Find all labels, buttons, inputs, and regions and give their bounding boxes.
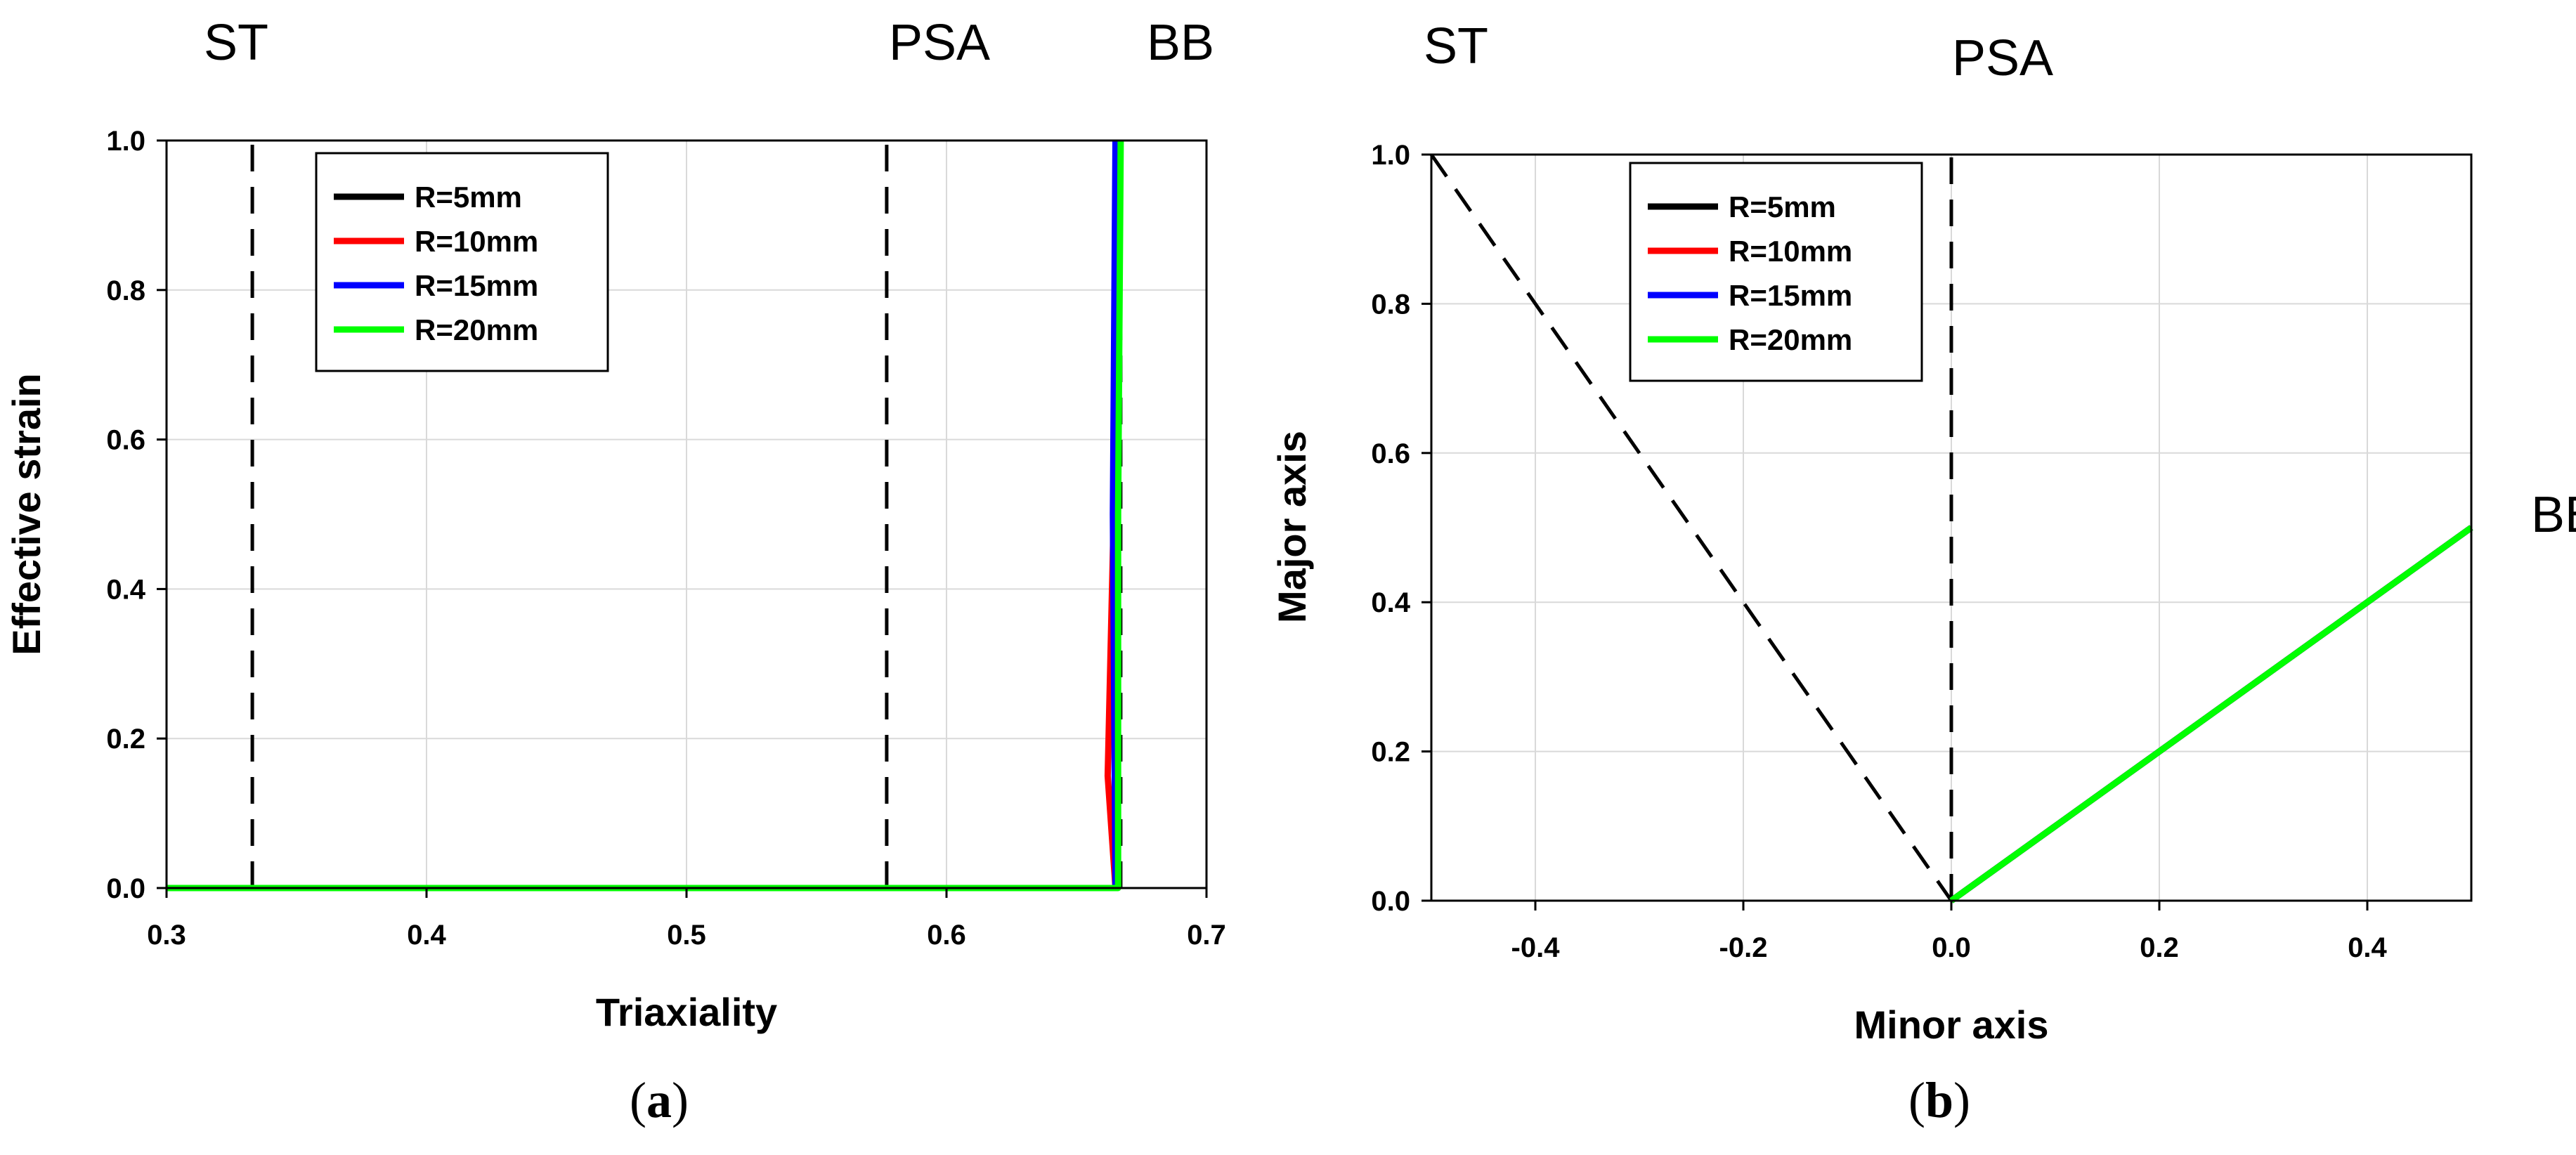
legend-label: R=15mm — [1729, 279, 1852, 312]
caption-letter: a — [646, 1072, 672, 1128]
legend: R=5mm R=10mm R=15mm R=20mm — [315, 152, 609, 372]
y-tick-label: 0.0 — [106, 873, 145, 904]
series-line-r-20mm — [167, 140, 1124, 892]
y-tick-label: 1.0 — [106, 126, 145, 157]
legend-label: R=10mm — [415, 225, 538, 258]
x-tick-label: -0.2 — [1719, 932, 1768, 963]
legend-box — [1629, 162, 1923, 382]
legend: R=5mm R=10mm R=15mm R=20mm — [1629, 162, 1923, 382]
series-line-r-10mm — [167, 140, 1121, 892]
y-tick-label: 0.2 — [1371, 737, 1410, 768]
caption: (b) — [1908, 1072, 1970, 1128]
caption: (a) — [630, 1072, 689, 1128]
annotation-st: ST — [1424, 18, 1488, 74]
y-tick-label: 0.6 — [1371, 438, 1410, 469]
y-axis-title: Effective strain — [4, 373, 48, 655]
series-line-r-20mm — [1949, 525, 2473, 903]
y-tick-label: 0.4 — [106, 574, 145, 605]
legend-label: R=20mm — [415, 313, 538, 346]
x-tick-label: 0.6 — [927, 920, 966, 951]
x-tick-label: 0.5 — [667, 920, 706, 951]
legend-label: R=10mm — [1729, 235, 1852, 268]
caption-close-paren: ) — [672, 1072, 689, 1128]
x-axis-title: Minor axis — [1854, 1003, 2049, 1047]
y-tick-label: 1.0 — [1371, 140, 1410, 171]
x-tick-label: 0.7 — [1187, 920, 1226, 951]
y-tick-label: 0.4 — [1371, 587, 1410, 618]
y-tick-label: 0.2 — [106, 724, 145, 755]
caption-open-paren: ( — [1908, 1072, 1925, 1128]
chart-a: 0.3 0.4 0.5 0.6 0.7 0.0 0.2 0.4 0.6 0.8 1.0 Triaxia… — [4, 15, 1226, 1128]
annotation-psa: PSA — [889, 15, 990, 71]
y-tick-label: 0.0 — [1371, 886, 1410, 917]
annotation-st: ST — [204, 15, 268, 71]
legend-box — [315, 152, 609, 372]
chart-b: -0.4 -0.2 0.0 0.2 0.4 0.0 0.2 0.4 0.6 0.8 1.0 Minor… — [1270, 18, 2576, 1128]
x-tick-label: 0.0 — [1932, 932, 1971, 963]
annotation-bb: BB — [2531, 487, 2576, 543]
legend-label: R=20mm — [1729, 323, 1852, 356]
x-tick-label: 0.4 — [407, 920, 446, 951]
y-axis-title: Major axis — [1270, 431, 1314, 623]
legend-label: R=5mm — [415, 181, 522, 214]
series-line-r-5mm — [167, 140, 1121, 892]
caption-close-paren: ) — [1953, 1072, 1970, 1128]
legend-label: R=15mm — [415, 269, 538, 302]
x-tick-label: -0.4 — [1511, 932, 1561, 963]
x-axis-title: Triaxiality — [596, 990, 777, 1034]
annotation-bb: BB — [1147, 15, 1214, 71]
x-tick-label: 0.4 — [2348, 932, 2387, 963]
x-tick-label: 0.2 — [2140, 932, 2179, 963]
caption-open-paren: ( — [630, 1072, 646, 1128]
x-tick-label: 0.3 — [147, 920, 186, 951]
series-line-r-15mm — [167, 140, 1119, 892]
y-tick-label: 0.8 — [1371, 289, 1410, 320]
y-tick-label: 0.6 — [106, 425, 145, 456]
reference-line-st — [1429, 153, 1953, 902]
caption-letter: b — [1925, 1072, 1953, 1128]
annotation-psa: PSA — [1952, 30, 2053, 86]
legend-label: R=5mm — [1729, 190, 1836, 223]
y-tick-label: 0.8 — [106, 275, 145, 306]
